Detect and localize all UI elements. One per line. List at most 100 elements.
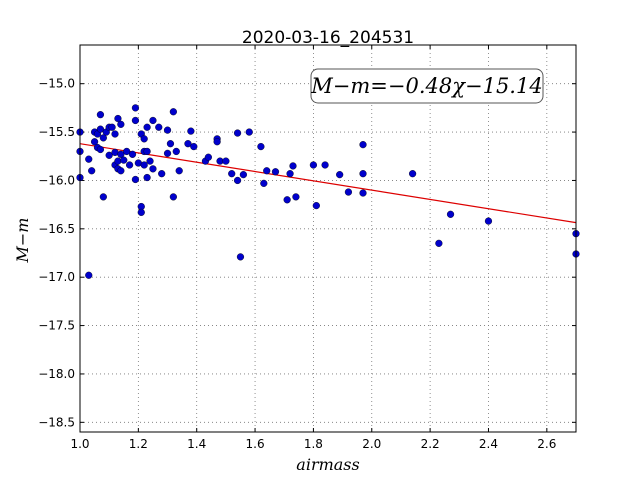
x-tick-label: 2.6: [537, 437, 556, 451]
data-point: [222, 157, 230, 165]
data-point: [149, 165, 157, 173]
data-point: [163, 126, 172, 134]
data-point: [233, 129, 242, 137]
data-point: [131, 104, 140, 112]
data-point: [321, 161, 329, 169]
data-point: [96, 111, 105, 119]
data-point: [128, 150, 137, 158]
data-point: [204, 153, 212, 161]
x-tick-label: 1.8: [304, 437, 323, 451]
plot-area-frame: [79, 44, 577, 433]
y-tick-label: −16.0: [38, 173, 75, 187]
y-axis-label: M−m: [13, 218, 32, 264]
y-tick-label: −18.5: [38, 415, 75, 429]
data-point: [309, 161, 318, 169]
data-point: [96, 145, 105, 154]
data-point: [172, 147, 180, 156]
data-point: [117, 120, 125, 128]
data-point: [484, 217, 493, 225]
data-point: [143, 147, 151, 156]
data-point: [228, 170, 236, 178]
fit-equation-box: M−m=−0.48χ−15.14: [310, 68, 544, 104]
data-point: [90, 138, 99, 146]
x-tick-label: 1.4: [187, 437, 206, 451]
data-point: [137, 208, 145, 216]
data-point: [155, 123, 163, 131]
data-point: [260, 179, 268, 187]
x-tick-label: 2.4: [479, 437, 498, 451]
data-point: [236, 253, 245, 261]
data-point: [233, 176, 242, 185]
data-point: [175, 167, 183, 175]
data-point: [158, 170, 166, 178]
data-point: [312, 202, 320, 210]
x-tick-label: 2.0: [362, 437, 381, 451]
data-point: [163, 149, 172, 157]
x-tick-label: 1.2: [129, 437, 148, 451]
data-point: [239, 171, 247, 179]
data-point: [190, 142, 198, 151]
data-point: [111, 130, 119, 138]
data-point: [336, 171, 344, 179]
data-point: [85, 271, 93, 279]
data-point: [117, 150, 125, 158]
data-point: [446, 210, 455, 218]
data-point: [169, 108, 177, 116]
data-point: [409, 170, 417, 178]
ticks: 1.0 1.2 1.4 1.6 1.8 2.0 2.2 2.4 2.6 −15.0 −15.5 −16…: [38, 45, 576, 451]
equation-box-frame: [310, 68, 544, 104]
data-point: [99, 193, 107, 201]
fit-equation: M−m=−0.48χ−15.14: [310, 74, 542, 98]
data-point: [140, 161, 148, 169]
y-tick-label: −17.0: [38, 270, 75, 284]
chart-title: 2020-03-16_204531: [242, 28, 414, 48]
data-point: [143, 173, 151, 182]
fit-line: [79, 143, 577, 224]
fit-line-layer: [79, 143, 577, 224]
data-point: [257, 142, 265, 151]
data-point: [99, 134, 107, 142]
data-point: [126, 161, 134, 169]
data-point: [169, 193, 177, 201]
data-point: [359, 141, 367, 149]
data-point: [120, 156, 128, 164]
data-point: [149, 116, 157, 125]
data-point: [187, 127, 195, 135]
data-point: [359, 170, 367, 178]
data-point: [88, 167, 96, 175]
data-point: [245, 128, 253, 136]
data-point: [435, 239, 443, 247]
data-point: [143, 123, 151, 131]
data-point: [117, 167, 125, 175]
x-axis-label: airmass: [296, 455, 359, 474]
data-point: [283, 196, 291, 204]
data-point: [140, 135, 148, 143]
data-point: [166, 140, 175, 148]
data-point: [286, 170, 294, 178]
x-tick-label: 1.0: [70, 437, 89, 451]
data-point: [108, 123, 116, 131]
data-point: [344, 188, 353, 196]
y-tick-label: −16.5: [38, 222, 75, 236]
data-point: [146, 157, 154, 165]
y-tick-label: −15.5: [38, 125, 75, 139]
x-tick-label: 1.6: [246, 437, 265, 451]
data-point: [123, 147, 131, 156]
data-point: [292, 193, 300, 201]
data-point: [359, 189, 367, 197]
y-tick-label: −17.5: [38, 319, 75, 333]
data-point: [289, 162, 297, 170]
data-point: [213, 138, 221, 146]
data-points: [76, 104, 580, 279]
data-point: [184, 140, 192, 148]
data-point: [131, 116, 140, 125]
data-point: [271, 168, 280, 176]
y-tick-label: −15.0: [38, 77, 75, 91]
data-point: [131, 175, 140, 184]
data-point: [96, 125, 105, 133]
y-tick-label: −18.0: [38, 367, 75, 381]
data-point: [105, 151, 113, 159]
data-point: [114, 114, 122, 123]
x-tick-label: 2.2: [421, 437, 440, 451]
